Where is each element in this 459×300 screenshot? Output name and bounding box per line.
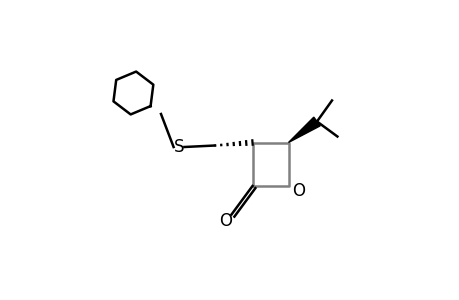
Polygon shape — [288, 117, 319, 142]
Text: O: O — [292, 182, 305, 200]
Text: S: S — [174, 138, 184, 156]
Text: O: O — [218, 212, 231, 230]
